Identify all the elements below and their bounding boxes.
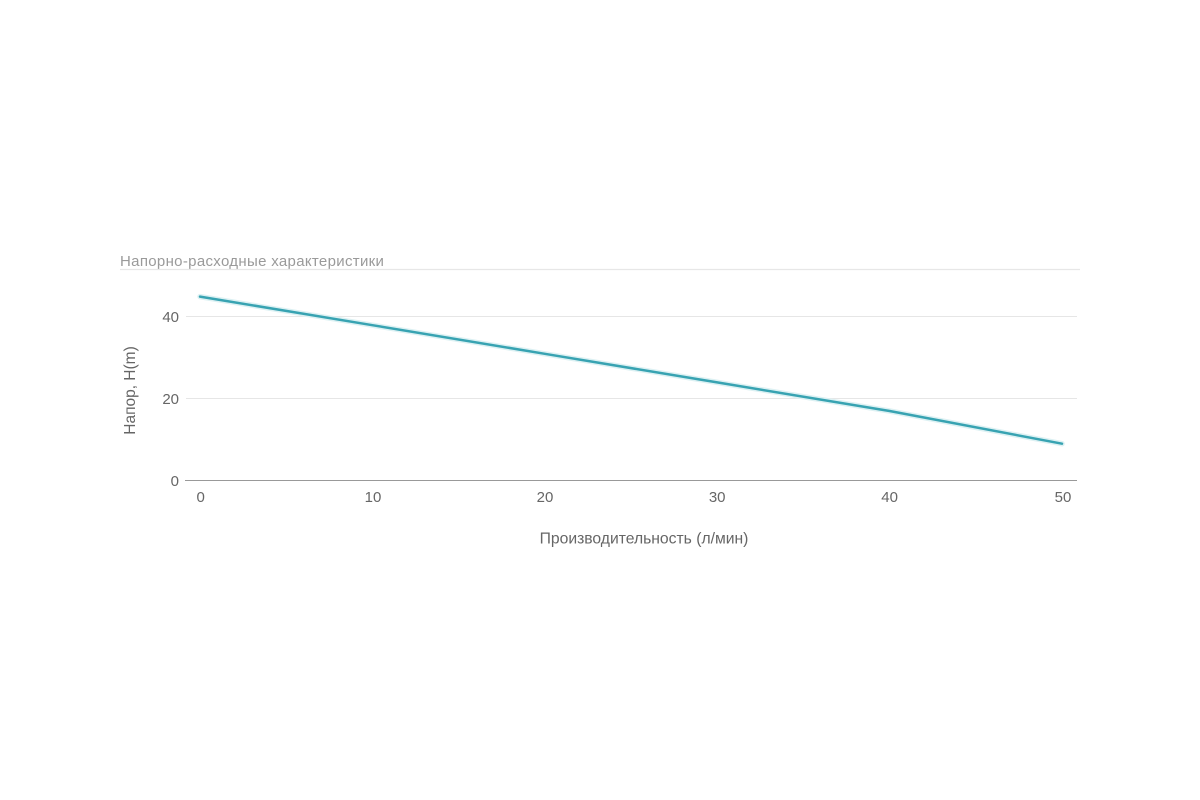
svg-text:Производительность (л/мин): Производительность (л/мин) [540,531,749,548]
svg-text:40: 40 [881,489,898,506]
svg-text:20: 20 [162,391,179,408]
svg-text:0: 0 [171,473,179,490]
svg-text:0: 0 [197,489,205,506]
svg-text:40: 40 [162,309,179,326]
svg-text:10: 10 [365,489,382,506]
svg-text:Напор, H(m): Напор, H(m) [122,346,139,435]
svg-text:50: 50 [1055,489,1072,506]
svg-text:Напорно-расходные характеристи: Напорно-расходные характеристики [120,253,384,270]
svg-text:20: 20 [537,489,554,506]
svg-text:30: 30 [709,489,726,506]
